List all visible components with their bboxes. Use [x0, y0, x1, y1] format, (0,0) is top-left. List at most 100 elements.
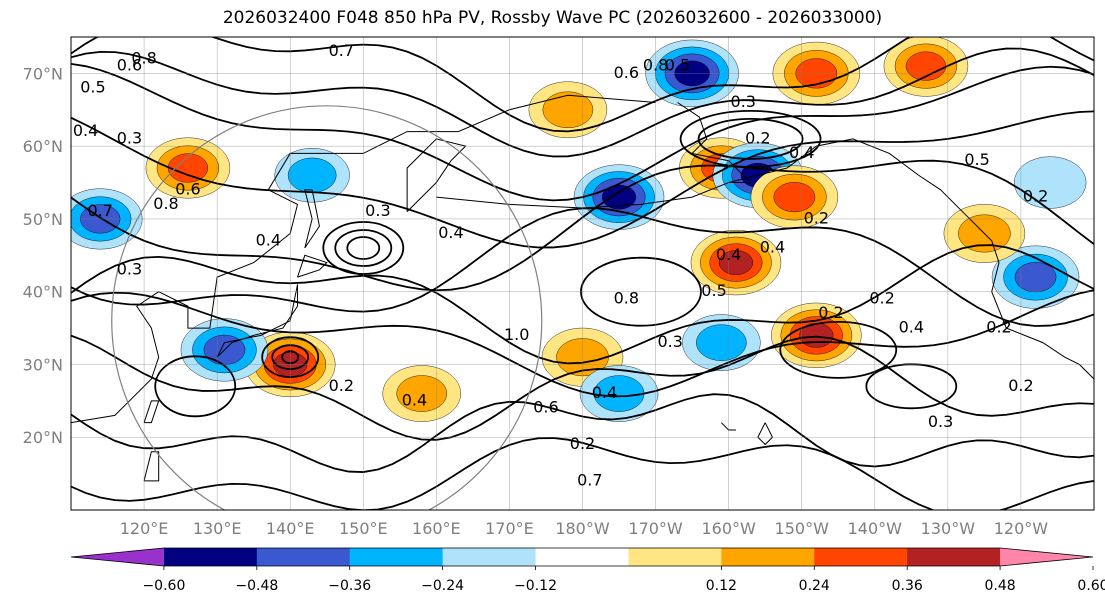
- contour-label: 0.6: [533, 398, 558, 417]
- contour-label: 0.6: [117, 56, 142, 75]
- contour-label: 0.5: [80, 77, 105, 96]
- anomaly-shade: [1013, 156, 1087, 209]
- colorbar-bin: [256, 548, 351, 566]
- colorbar-bin: [442, 548, 537, 566]
- coastline: [436, 182, 729, 209]
- anomaly-shade: [773, 182, 816, 213]
- coastline: [757, 422, 774, 446]
- contour-label: 0.3: [365, 201, 390, 220]
- pv-contour: [697, 117, 804, 160]
- lon-tick-label: 160°W: [701, 519, 756, 538]
- contour-label: 0.5: [701, 281, 726, 300]
- lon-tick-label: 150°W: [775, 519, 830, 538]
- anomaly-shade: [287, 157, 337, 193]
- lon-tick-label: 170°W: [628, 519, 683, 538]
- contour-label: 0.8: [643, 56, 668, 75]
- colorbar-bin: [71, 548, 164, 566]
- anomaly-shade: [167, 153, 209, 183]
- coastline: [71, 94, 656, 424]
- map-plot-area: 0.8 0.7 0.6 0.5 0.4 0.3 0.6 0.7 0.8 0.4 0.3 0.4 0.2 0…: [71, 37, 1094, 510]
- colorbar-tick-label: −0.60: [142, 578, 185, 594]
- contour-label: 0.2: [570, 434, 595, 453]
- coastline: [143, 451, 160, 482]
- contour-label: 0.6: [614, 63, 639, 82]
- anomaly-shade: [718, 250, 754, 275]
- coastline: [304, 189, 320, 249]
- colorbar-tick-label: −0.48: [235, 578, 278, 594]
- contour-label: 0.4: [592, 383, 617, 402]
- pv-contour: [154, 355, 237, 418]
- contour-label: 0.2: [804, 208, 829, 227]
- colorbar-bin: [1000, 548, 1093, 566]
- coastline: [216, 284, 299, 358]
- colorbar-tick-label: −0.12: [514, 578, 557, 594]
- contour-label: 0.4: [73, 121, 98, 140]
- contour-label: 0.2: [818, 303, 843, 322]
- contour-label: 0.4: [402, 390, 427, 409]
- contour-label: 0.2: [869, 288, 894, 307]
- anomaly-shade: [601, 184, 637, 210]
- lon-tick-label: 140°W: [848, 519, 903, 538]
- contour-label: 0.3: [928, 412, 953, 431]
- coastline: [677, 102, 1094, 380]
- colorbar-tick-label: −0.36: [328, 578, 371, 594]
- colorbar-tick-label: 0.36: [892, 578, 923, 594]
- contour-label: 0.2: [1008, 376, 1033, 395]
- colorbar-tick-label: 0.24: [799, 578, 830, 594]
- lon-tick-label: 160°E: [412, 519, 461, 538]
- coastline: [143, 400, 160, 424]
- contour-label: 0.8: [153, 194, 178, 213]
- map-clip-group: 0.8 0.7 0.6 0.5 0.4 0.3 0.6 0.7 0.8 0.4 0.3 0.4 0.2 0…: [71, 37, 1094, 510]
- range-circle: [111, 105, 543, 510]
- colorbar-bin: [535, 548, 629, 566]
- colorbar-bin: [349, 548, 444, 566]
- contour-label: 0.7: [329, 41, 354, 60]
- contour-label: 0.6: [175, 179, 200, 198]
- lon-tick-label: 150°E: [339, 519, 388, 538]
- coastline: [406, 138, 467, 213]
- colorbar-bin: [163, 548, 258, 566]
- contour-label: 0.4: [438, 223, 463, 242]
- pv-contour: [779, 321, 898, 379]
- contour-label: 1.0: [504, 325, 529, 344]
- lon-tick-label: 170°E: [485, 519, 534, 538]
- lon-tick-label: 120°E: [120, 519, 169, 538]
- colorbar-bin: [721, 548, 815, 566]
- colorbar-bin: [628, 548, 722, 566]
- lon-tick-label: 130°E: [193, 519, 242, 538]
- map-frame: [70, 36, 1095, 511]
- lat-tick-label: 60°N: [23, 137, 63, 156]
- chart-title: 2026032400 F048 850 hPa PV, Rossby Wave …: [222, 8, 883, 28]
- pv-contour: [679, 109, 822, 168]
- contour-label: 0.2: [329, 376, 354, 395]
- anomaly-shade: [396, 375, 448, 412]
- contour-label: 0.3: [657, 332, 682, 351]
- anomaly-shade: [696, 324, 747, 361]
- lon-tick-label: 140°E: [266, 519, 315, 538]
- contour-label: 0.7: [577, 470, 602, 489]
- contour-label: 0.2: [986, 318, 1011, 337]
- pv-contour: [865, 363, 958, 410]
- anomaly-shade: [1014, 262, 1057, 293]
- map-axes: 70°N 60°N 50°N 40°N 30°N 20°N 120°E 130°E 140°E 1…: [23, 36, 1095, 538]
- lat-tick-label: 70°N: [23, 64, 63, 83]
- lat-tick-label: 20°N: [23, 428, 63, 447]
- coastline: [297, 254, 328, 278]
- colorbar-tick-label: 0.12: [706, 578, 737, 594]
- colorbar-bin: [907, 548, 1001, 566]
- contour-label: 0.3: [117, 259, 142, 278]
- contour-label: 0.4: [789, 143, 814, 162]
- contour-label: 0.3: [731, 92, 756, 111]
- contour-label: 0.4: [760, 238, 785, 257]
- contour-label: 0.4: [716, 245, 741, 264]
- contour-label: 0.2: [1023, 187, 1048, 206]
- lon-tick-label: 130°W: [921, 519, 976, 538]
- lon-tick-label: 180°W: [555, 519, 610, 538]
- contour-label: 0.4: [256, 230, 281, 249]
- lat-tick-label: 30°N: [23, 355, 63, 374]
- contour-label: 0.5: [964, 150, 989, 169]
- colorbar: −0.60 −0.48 −0.36 −0.24 −0.12 0.12 0.24 0.36 0.4…: [70, 547, 1105, 594]
- colorbar-bin: [814, 548, 908, 566]
- contour-label: 0.5: [665, 56, 690, 75]
